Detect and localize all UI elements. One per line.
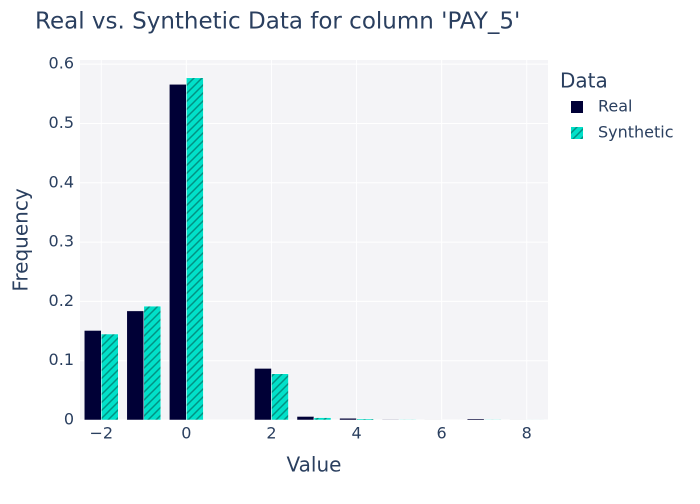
legend-title: Data [560,69,608,93]
y-tick-label: 0.2 [49,291,74,310]
bar [467,419,484,420]
bar [340,418,357,420]
bar [186,78,203,420]
bar [297,416,314,420]
bar [127,311,144,420]
bar [144,306,161,420]
bar [84,330,101,420]
bar [169,84,186,420]
y-tick-label: 0.3 [49,232,74,251]
chart-title: Real vs. Synthetic Data for column 'PAY_… [35,9,520,35]
x-tick-label: 8 [522,424,532,443]
legend-label: Synthetic [598,123,674,142]
bar [399,419,416,420]
bar [254,368,271,420]
x-tick-label: 4 [351,424,361,443]
y-tick-label: 0.6 [49,54,74,73]
x-tick-label: 6 [437,424,447,443]
bar [484,419,501,420]
bar [101,334,118,420]
legend-swatch [571,101,583,113]
x-tick-label: 0 [181,424,191,443]
bar [314,418,331,420]
y-tick-label: 0.5 [49,113,74,132]
y-tick-label: 0.1 [49,350,74,369]
legend-label: Real [598,97,633,116]
legend-swatch [571,127,583,139]
y-tick-label: 0 [64,410,74,429]
x-tick-label: 2 [266,424,276,443]
y-tick-label: 0.4 [49,172,74,191]
bar [271,374,288,420]
bar [357,419,374,420]
bar [382,419,399,420]
x-axis-title: Value [287,453,342,477]
y-axis-title: Frequency [9,188,33,291]
x-tick-label: −2 [89,424,113,443]
